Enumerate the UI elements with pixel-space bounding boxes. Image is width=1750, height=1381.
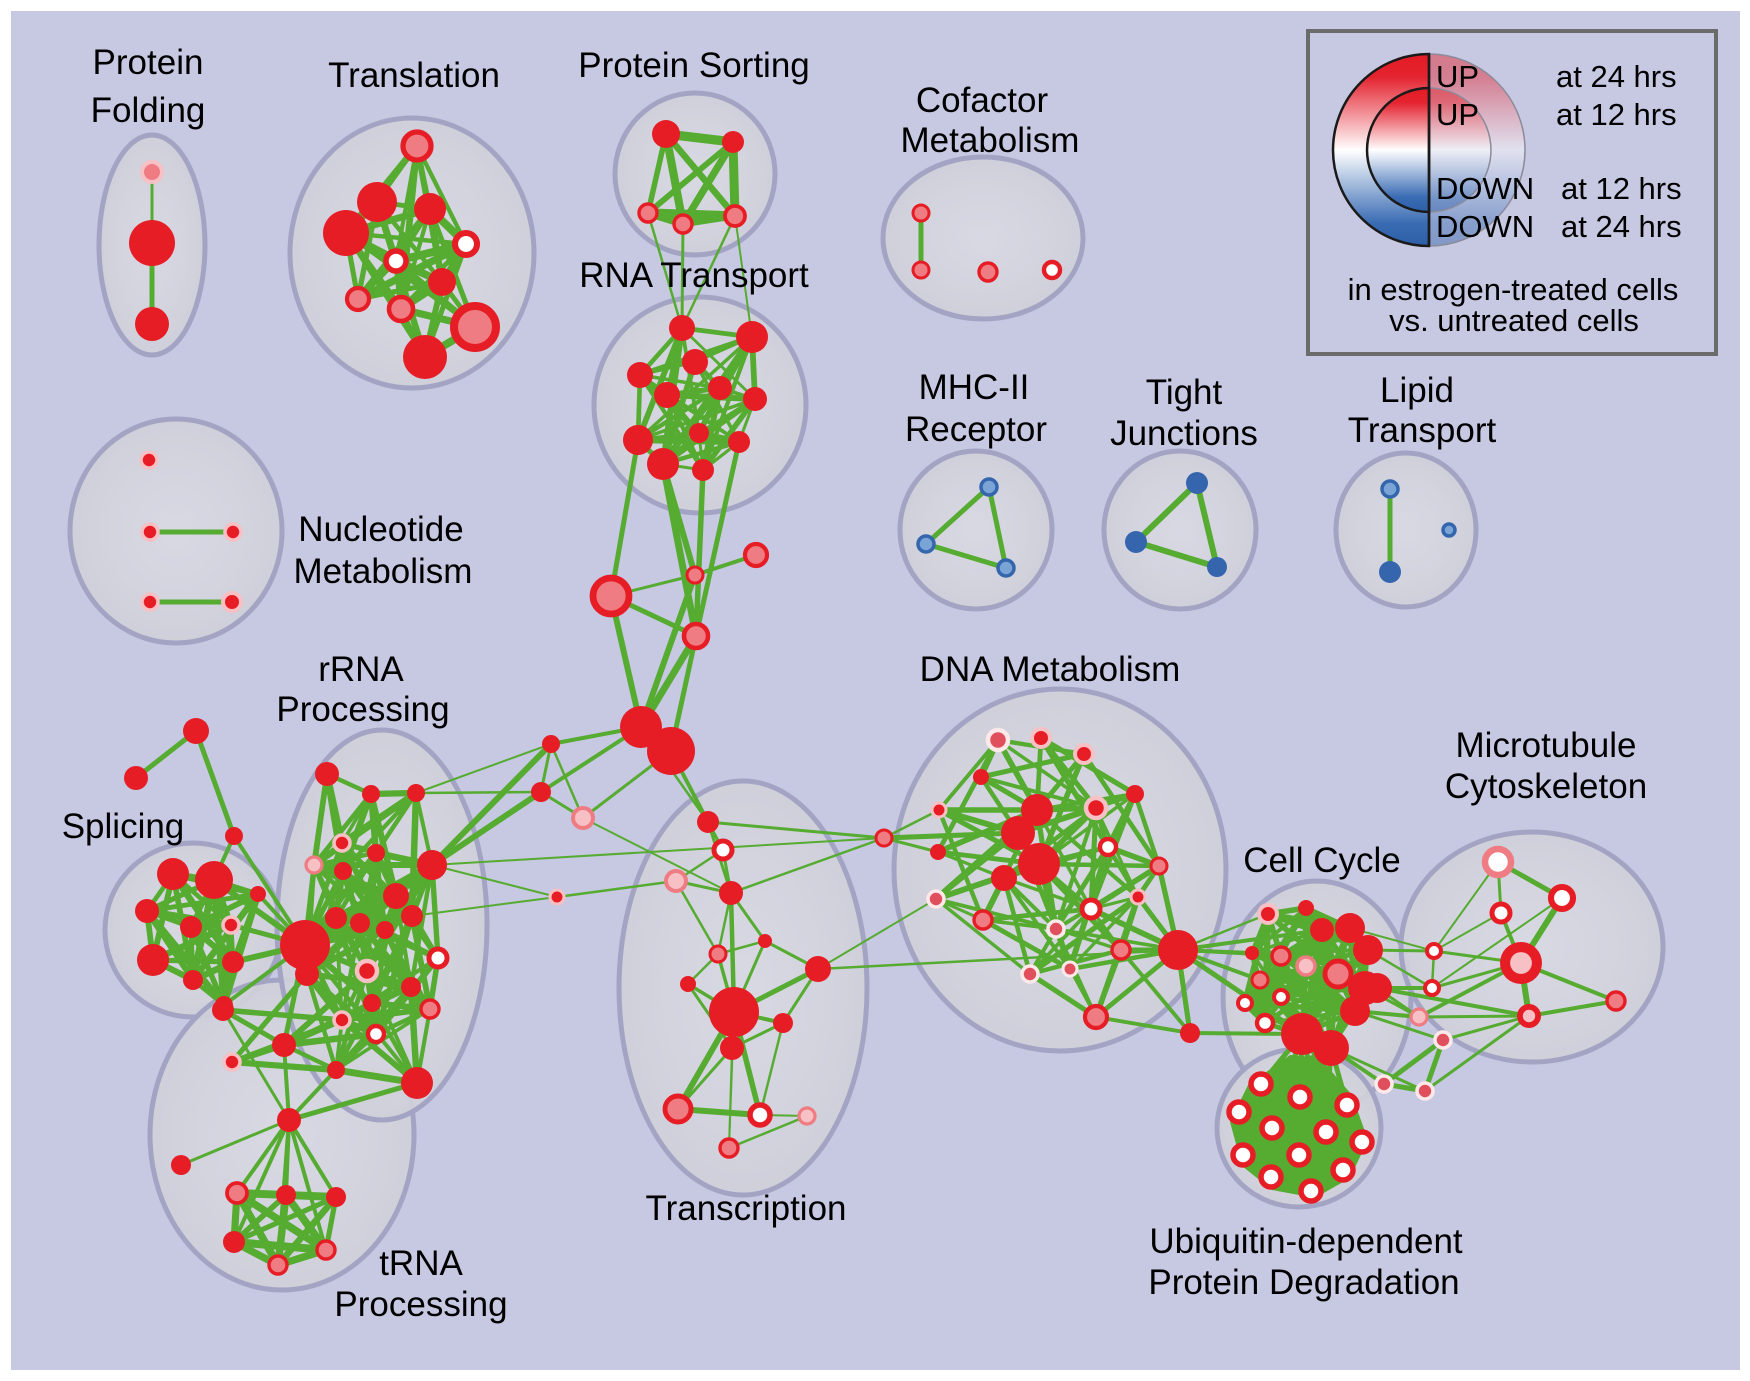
svg-text:Translation: Translation (328, 56, 500, 95)
svg-text:Tight: Tight (1146, 373, 1223, 412)
svg-text:Metabolism: Metabolism (901, 121, 1080, 160)
svg-text:at 24 hrs: at 24 hrs (1561, 209, 1682, 244)
svg-text:Transcription: Transcription (646, 1189, 847, 1228)
svg-text:Cytoskeleton: Cytoskeleton (1445, 767, 1647, 806)
svg-text:MHC-II: MHC-II (919, 368, 1030, 407)
svg-text:Protein Sorting: Protein Sorting (578, 46, 810, 85)
svg-text:rRNA: rRNA (318, 650, 404, 689)
svg-text:UP: UP (1436, 59, 1479, 94)
svg-text:Microtubule: Microtubule (1456, 726, 1637, 765)
svg-text:Lipid: Lipid (1380, 371, 1454, 410)
svg-text:Cell Cycle: Cell Cycle (1243, 841, 1401, 880)
svg-text:vs. untreated cells: vs. untreated cells (1389, 303, 1639, 338)
svg-text:at 12 hrs: at 12 hrs (1556, 97, 1677, 132)
svg-text:Transport: Transport (1348, 411, 1497, 450)
svg-text:at 12 hrs: at 12 hrs (1561, 171, 1682, 206)
svg-text:in estrogen-treated cells: in estrogen-treated cells (1348, 272, 1679, 307)
svg-text:RNA Transport: RNA Transport (579, 256, 809, 295)
svg-text:Receptor: Receptor (905, 410, 1047, 449)
svg-text:at 24 hrs: at 24 hrs (1556, 59, 1677, 94)
svg-text:Protein: Protein (93, 43, 204, 82)
svg-text:Splicing: Splicing (62, 807, 185, 846)
svg-text:UP: UP (1436, 97, 1479, 132)
svg-text:DNA Metabolism: DNA Metabolism (920, 650, 1181, 689)
svg-text:tRNA: tRNA (379, 1244, 463, 1283)
svg-text:Protein Degradation: Protein Degradation (1148, 1263, 1459, 1302)
svg-text:Processing: Processing (334, 1285, 507, 1324)
svg-text:Nucleotide: Nucleotide (298, 510, 463, 549)
svg-text:DOWN: DOWN (1436, 171, 1534, 206)
svg-text:Metabolism: Metabolism (294, 552, 473, 591)
svg-text:Junctions: Junctions (1110, 414, 1258, 453)
svg-text:Folding: Folding (91, 91, 206, 130)
svg-text:Processing: Processing (276, 690, 449, 729)
svg-text:Cofactor: Cofactor (916, 81, 1049, 120)
svg-text:DOWN: DOWN (1436, 209, 1534, 244)
svg-text:Ubiquitin-dependent: Ubiquitin-dependent (1149, 1222, 1463, 1261)
